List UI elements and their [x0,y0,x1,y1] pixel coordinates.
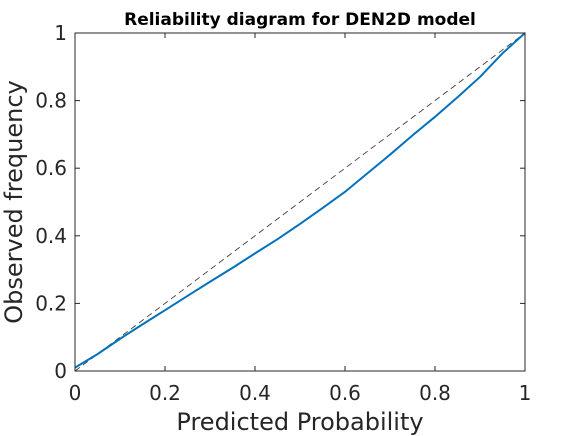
y-tick-label: 1 [54,21,67,45]
y-tick-label: 0.6 [35,156,67,180]
axes-box [74,32,526,372]
x-tick-label: 0 [69,381,82,405]
y-tick-label: 0.2 [35,291,67,315]
x-axis-ticks: 0 0.2 0.4 0.6 0.8 1 [69,33,532,405]
x-axis-label: Predicted Probability [176,408,423,436]
reference-diagonal-line [74,32,526,372]
y-axis-ticks: 0 0.2 0.4 0.6 0.8 1 [35,21,525,383]
x-tick-label: 0.6 [329,381,361,405]
y-axis-label: Observed frequency [0,80,28,323]
y-tick-label: 0.4 [35,224,67,248]
x-tick-label: 0.4 [239,381,271,405]
chart-title: Reliability diagram for DEN2D model [124,10,476,30]
x-tick-label: 0.2 [149,381,181,405]
reliability-curve [74,32,526,369]
y-tick-label: 0 [54,359,67,383]
plot-area: 0 0.2 0.4 0.6 0.8 1 0 0.2 0.4 0.6 0.8 1 [35,21,531,405]
y-tick-label: 0.8 [35,89,67,113]
x-tick-label: 1 [519,381,532,405]
x-tick-label: 0.8 [419,381,451,405]
series-layer [74,32,526,372]
